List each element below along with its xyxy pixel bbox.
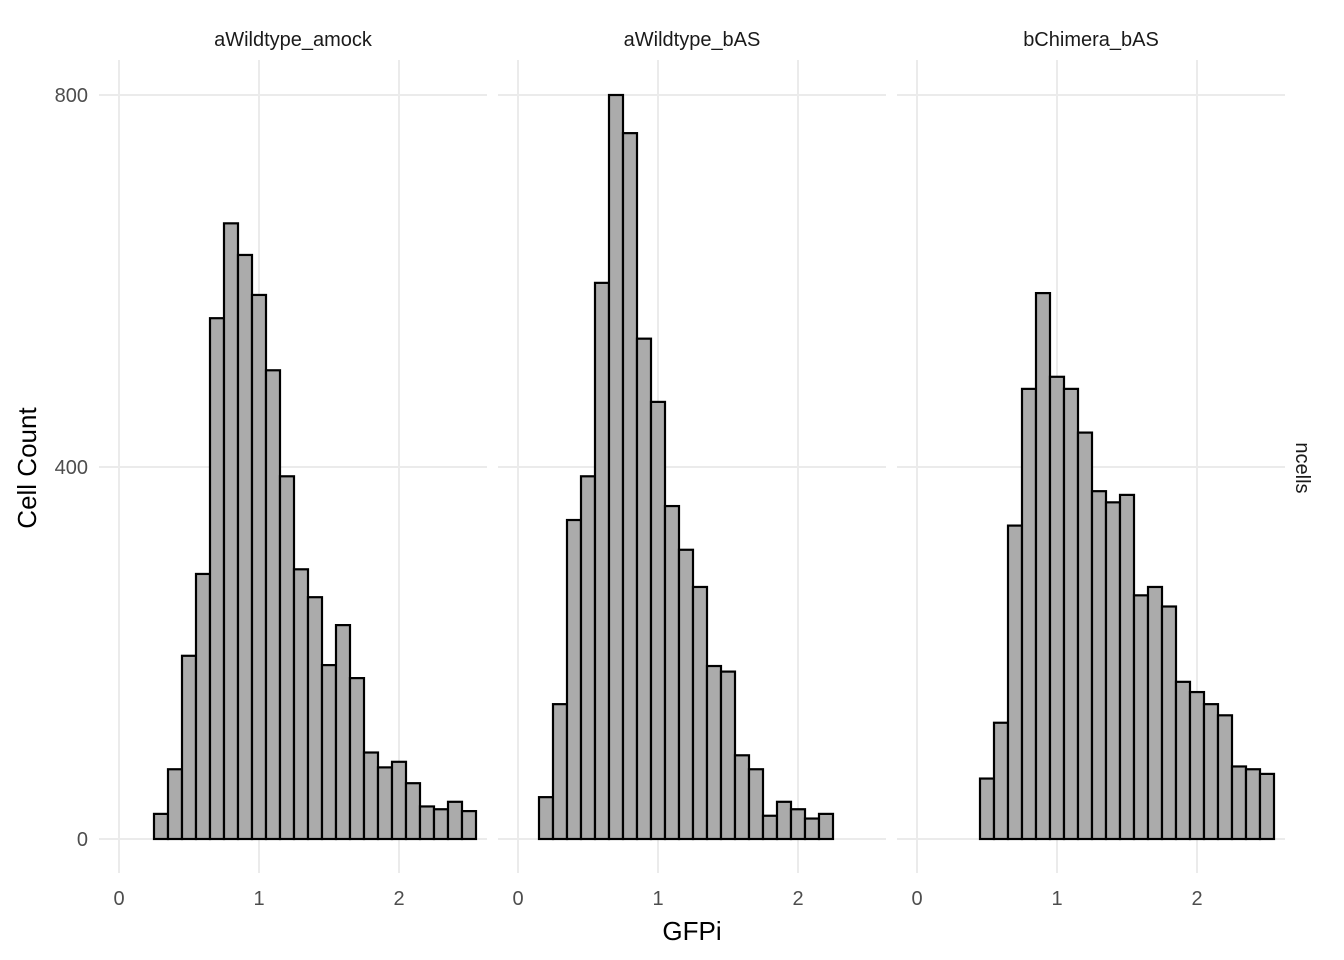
histogram-bar (180, 654, 198, 841)
histogram-bar (1076, 431, 1094, 841)
panels-layer: 0 1 2 aWildtype_amock 0 1 2 aWildtype_bAS 0 1 2 bCh… (55, 29, 1285, 910)
histogram-bar (1090, 490, 1108, 841)
histogram-bar (250, 293, 268, 841)
histogram-bar (1188, 690, 1206, 841)
histogram-bar (348, 677, 366, 841)
histogram-bar (166, 768, 184, 841)
facet-strip-label: aWildtype_bAS (624, 29, 761, 51)
histogram-bar (691, 585, 709, 841)
histogram-bar (817, 812, 835, 841)
histogram-bar (334, 623, 352, 841)
histogram-bar (677, 548, 695, 841)
histogram-bar (1048, 375, 1066, 841)
histogram-bar (719, 670, 737, 841)
x-tick-label: 2 (1191, 888, 1202, 910)
panel-aWildtype_amock: 0 1 2 aWildtype_amock (99, 29, 487, 910)
x-tick-label: 0 (911, 888, 922, 910)
histogram-bar (789, 808, 807, 841)
y-axis-title: Cell Count (12, 407, 42, 529)
histogram-bar (278, 475, 296, 841)
x-tick-label: 1 (1051, 888, 1062, 910)
histogram-bar (775, 800, 793, 841)
histogram-bar (1034, 291, 1052, 841)
histogram-bar (992, 721, 1010, 841)
histogram-bar (306, 596, 324, 841)
histogram-bar (320, 663, 338, 841)
histogram-bar (404, 782, 422, 841)
histogram-bar (362, 751, 380, 841)
histogram-bar (607, 93, 625, 841)
histogram-bar (152, 812, 170, 841)
histogram-bar (621, 132, 639, 841)
histogram-bar (194, 572, 212, 841)
histogram-bar (663, 504, 681, 841)
histogram-bar (390, 760, 408, 841)
y-tick-label: 400 (55, 457, 88, 479)
histogram-bar (565, 518, 583, 841)
histogram-bar (1202, 703, 1220, 841)
histogram-bar (537, 796, 555, 841)
facet-strip-label: bChimera_bAS (1023, 29, 1159, 51)
histogram-bar (460, 809, 478, 841)
histogram-bar (446, 800, 464, 841)
histogram-bar (1160, 605, 1178, 841)
x-axis-title: GFPi (662, 916, 721, 946)
histogram-bar (1132, 594, 1150, 841)
y-tick-label: 800 (55, 85, 88, 107)
histogram-bar (1020, 387, 1038, 841)
histogram-bar (649, 400, 667, 841)
x-tick-label: 2 (393, 888, 404, 910)
y-tick-label: 0 (77, 829, 88, 851)
histogram-bar (292, 568, 310, 841)
histogram-bar (264, 369, 282, 841)
histogram-bar (1258, 772, 1276, 841)
histogram-bar (551, 703, 569, 841)
panel-bChimera_bAS: 0 1 2 bChimera_bAS (897, 29, 1285, 910)
x-tick-label: 2 (792, 888, 803, 910)
histogram-bar (1244, 768, 1262, 841)
histogram-bar (1216, 714, 1234, 841)
histogram-bar (1118, 493, 1136, 841)
histogram-bar (1174, 680, 1192, 841)
row-strip-label: ncells (1291, 442, 1313, 493)
histogram-bar (1230, 765, 1248, 841)
histogram-bar (208, 317, 226, 841)
histogram-bar (978, 777, 996, 841)
histogram-bar (705, 664, 723, 841)
histogram-bar (747, 768, 765, 841)
histogram-bar (1006, 524, 1024, 841)
histogram-bar (418, 805, 436, 841)
x-tick-label: 0 (113, 888, 124, 910)
histogram-bar (761, 814, 779, 841)
panel-aWildtype_bAS: 0 1 2 aWildtype_bAS (498, 29, 886, 910)
histogram-bar (579, 475, 597, 841)
histogram-bar (803, 817, 821, 841)
histogram-bar (1104, 501, 1122, 841)
x-tick-label: 1 (652, 888, 663, 910)
histogram-bar (1146, 585, 1164, 841)
histogram-bar (432, 808, 450, 841)
histogram-bar (376, 766, 394, 841)
histogram-bar (635, 337, 653, 841)
histogram-bar (236, 253, 254, 841)
histogram-bar (733, 754, 751, 841)
x-tick-label: 1 (253, 888, 264, 910)
x-tick-label: 0 (512, 888, 523, 910)
histogram-bar (593, 281, 611, 841)
histogram-bar (222, 222, 240, 841)
facet-strip-label: aWildtype_amock (214, 29, 373, 51)
histogram-bar (1062, 387, 1080, 841)
